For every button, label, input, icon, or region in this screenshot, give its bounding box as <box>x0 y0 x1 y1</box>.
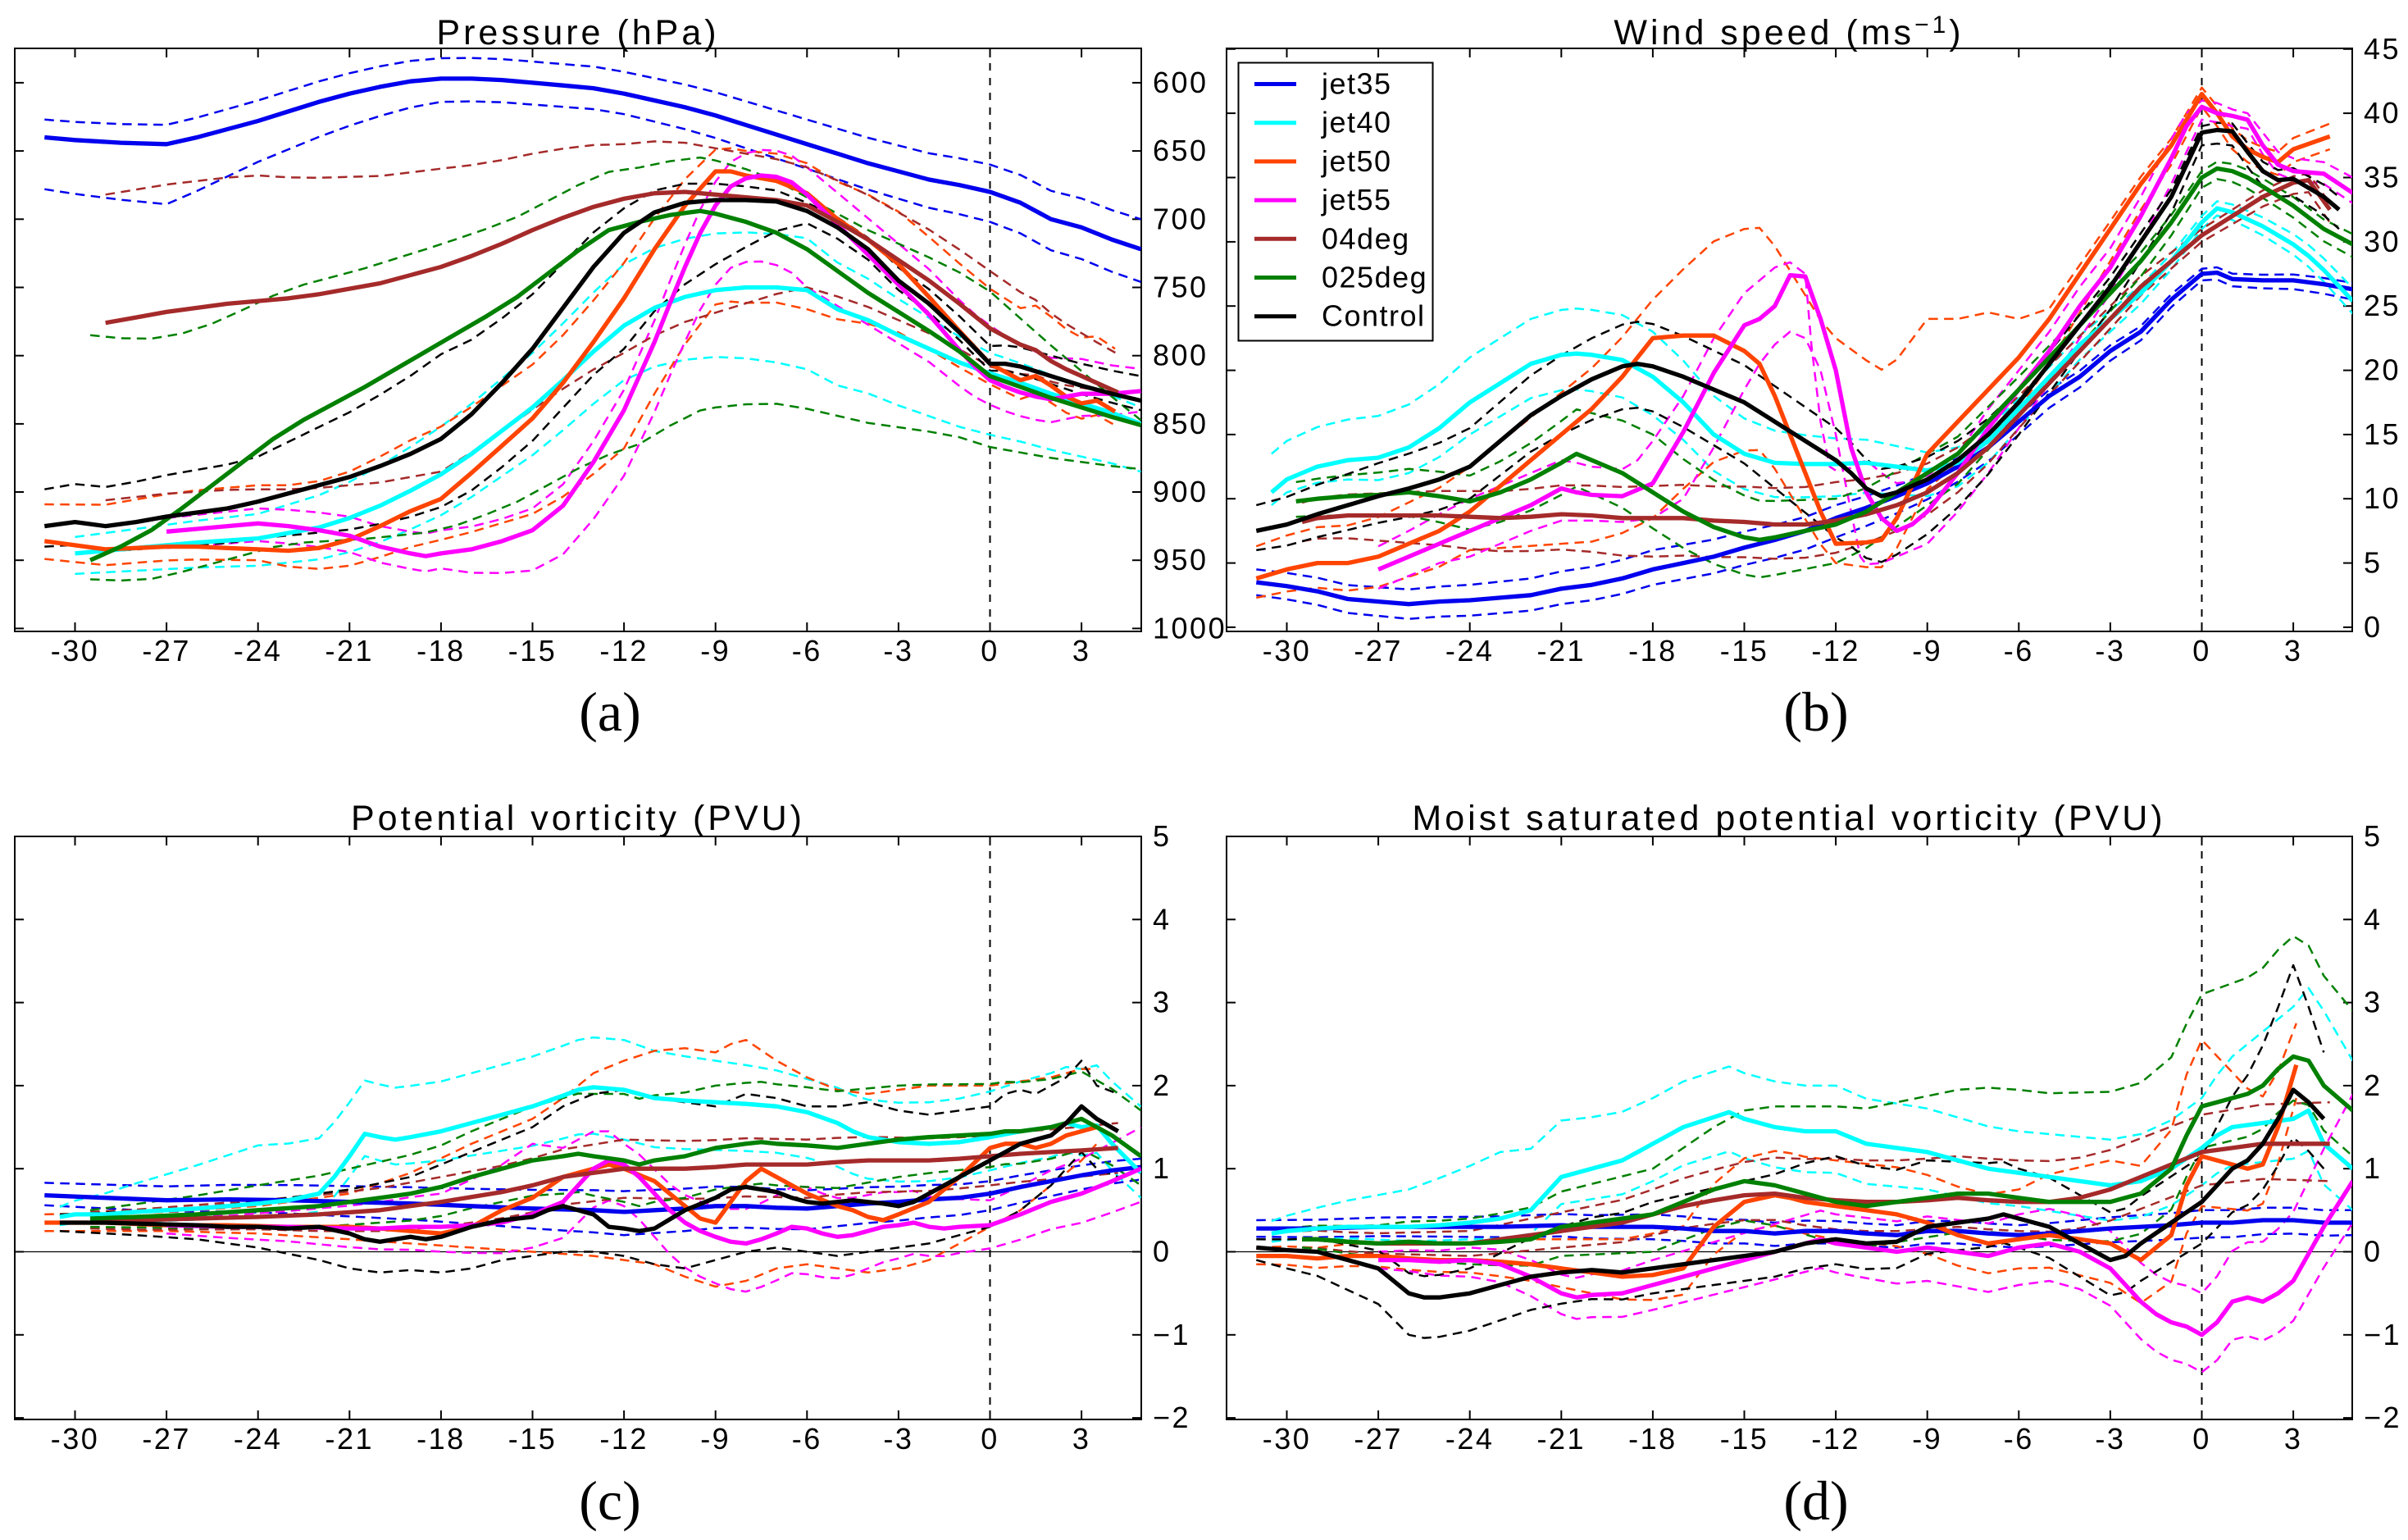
svg-text:-9: -9 <box>700 634 731 667</box>
svg-text:−1: −1 <box>1153 1318 1190 1351</box>
svg-text:600: 600 <box>1153 66 1209 99</box>
svg-text:950: 950 <box>1153 543 1209 576</box>
svg-text:025deg: 025deg <box>1322 261 1427 294</box>
svg-text:-15: -15 <box>1720 634 1769 667</box>
svg-text:-6: -6 <box>2004 1422 2034 1456</box>
svg-text:−2: −2 <box>2364 1401 2401 1434</box>
svg-text:0: 0 <box>981 634 999 667</box>
svg-text:-18: -18 <box>1628 1422 1677 1456</box>
svg-text:-24: -24 <box>1445 634 1495 667</box>
svg-text:-15: -15 <box>1720 1422 1769 1456</box>
svg-text:-9: -9 <box>700 1422 731 1456</box>
svg-text:Moist saturated potential vort: Moist saturated potential vorticity (PVU… <box>1412 799 2165 838</box>
svg-text:-21: -21 <box>325 1422 375 1456</box>
svg-text:800: 800 <box>1153 339 1209 372</box>
svg-text:0: 0 <box>2192 1422 2211 1456</box>
svg-text:Control: Control <box>1322 299 1426 333</box>
svg-text:-6: -6 <box>792 634 822 667</box>
svg-text:5: 5 <box>2364 819 2383 853</box>
svg-text:-9: -9 <box>1912 634 1942 667</box>
svg-text:04deg: 04deg <box>1322 221 1410 255</box>
svg-text:900: 900 <box>1153 475 1209 508</box>
svg-text:35: 35 <box>2364 161 2401 194</box>
svg-text:0: 0 <box>981 1422 999 1456</box>
svg-text:-3: -3 <box>2095 1422 2125 1456</box>
svg-text:-6: -6 <box>792 1422 822 1456</box>
svg-text:1000: 1000 <box>1153 611 1227 645</box>
svg-text:-12: -12 <box>1811 634 1860 667</box>
svg-text:−2: −2 <box>1153 1401 1190 1434</box>
svg-text:2: 2 <box>2364 1068 2383 1102</box>
svg-text:-12: -12 <box>599 1422 649 1456</box>
svg-text:3: 3 <box>2284 634 2303 667</box>
svg-text:3: 3 <box>1072 1422 1091 1456</box>
svg-text:-30: -30 <box>51 1422 100 1456</box>
svg-text:0: 0 <box>2364 1235 2383 1269</box>
svg-text:0: 0 <box>2364 610 2383 644</box>
svg-text:(a): (a) <box>579 681 640 743</box>
svg-text:3: 3 <box>1153 986 1172 1019</box>
svg-text:4: 4 <box>2364 902 2383 936</box>
svg-text:-15: -15 <box>508 1422 558 1456</box>
svg-text:0: 0 <box>1153 1235 1172 1269</box>
svg-text:-12: -12 <box>1811 1422 1860 1456</box>
svg-text:2: 2 <box>1153 1068 1172 1102</box>
svg-text:-18: -18 <box>417 634 466 667</box>
svg-text:(c): (c) <box>579 1469 640 1532</box>
svg-text:-27: -27 <box>142 634 191 667</box>
svg-text:30: 30 <box>2364 225 2401 258</box>
svg-text:-3: -3 <box>883 634 913 667</box>
svg-text:(b): (b) <box>1783 681 1848 743</box>
svg-text:1: 1 <box>2364 1151 2383 1185</box>
svg-text:jet35: jet35 <box>1321 67 1392 101</box>
svg-text:4: 4 <box>1153 902 1172 936</box>
svg-text:-30: -30 <box>51 634 100 667</box>
svg-text:0: 0 <box>2192 634 2211 667</box>
svg-text:-27: -27 <box>142 1422 191 1456</box>
svg-text:1: 1 <box>1153 1151 1172 1185</box>
svg-text:-18: -18 <box>417 1422 466 1456</box>
svg-text:10: 10 <box>2364 481 2401 515</box>
svg-text:3: 3 <box>1072 634 1091 667</box>
svg-text:Wind speed (ms−1): Wind speed (ms−1) <box>1614 11 1964 52</box>
svg-text:-21: -21 <box>1537 634 1586 667</box>
svg-text:15: 15 <box>2364 417 2401 451</box>
svg-text:-18: -18 <box>1628 634 1677 667</box>
svg-text:-27: -27 <box>1354 1422 1403 1456</box>
svg-text:(d): (d) <box>1783 1469 1848 1532</box>
svg-text:-15: -15 <box>508 634 558 667</box>
svg-text:-30: -30 <box>1263 1422 1312 1456</box>
svg-text:3: 3 <box>2284 1422 2303 1456</box>
svg-text:5: 5 <box>2364 546 2383 580</box>
svg-text:5: 5 <box>1153 819 1172 853</box>
svg-text:-24: -24 <box>234 634 283 667</box>
svg-text:25: 25 <box>2364 289 2401 322</box>
svg-text:45: 45 <box>2364 32 2401 66</box>
svg-text:−1: −1 <box>2364 1318 2401 1351</box>
svg-text:-24: -24 <box>1445 1422 1495 1456</box>
svg-text:jet55: jet55 <box>1321 183 1392 216</box>
svg-text:jet50: jet50 <box>1321 144 1392 178</box>
svg-text:700: 700 <box>1153 202 1209 235</box>
svg-text:Pressure (hPa): Pressure (hPa) <box>436 13 719 52</box>
svg-text:-21: -21 <box>325 634 375 667</box>
svg-text:-27: -27 <box>1354 634 1403 667</box>
svg-text:jet40: jet40 <box>1321 106 1392 139</box>
svg-text:850: 850 <box>1153 407 1209 440</box>
svg-text:20: 20 <box>2364 353 2401 387</box>
svg-text:3: 3 <box>2364 986 2383 1019</box>
svg-text:-6: -6 <box>2004 634 2034 667</box>
svg-text:40: 40 <box>2364 96 2401 130</box>
svg-text:750: 750 <box>1153 271 1209 304</box>
svg-text:-3: -3 <box>883 1422 913 1456</box>
svg-text:-3: -3 <box>2095 634 2125 667</box>
svg-text:650: 650 <box>1153 134 1209 167</box>
svg-text:-21: -21 <box>1537 1422 1586 1456</box>
svg-text:Potential vorticity (PVU): Potential vorticity (PVU) <box>351 799 805 838</box>
svg-text:-12: -12 <box>599 634 649 667</box>
svg-text:-24: -24 <box>234 1422 283 1456</box>
svg-text:-9: -9 <box>1912 1422 1942 1456</box>
svg-text:-30: -30 <box>1263 634 1312 667</box>
